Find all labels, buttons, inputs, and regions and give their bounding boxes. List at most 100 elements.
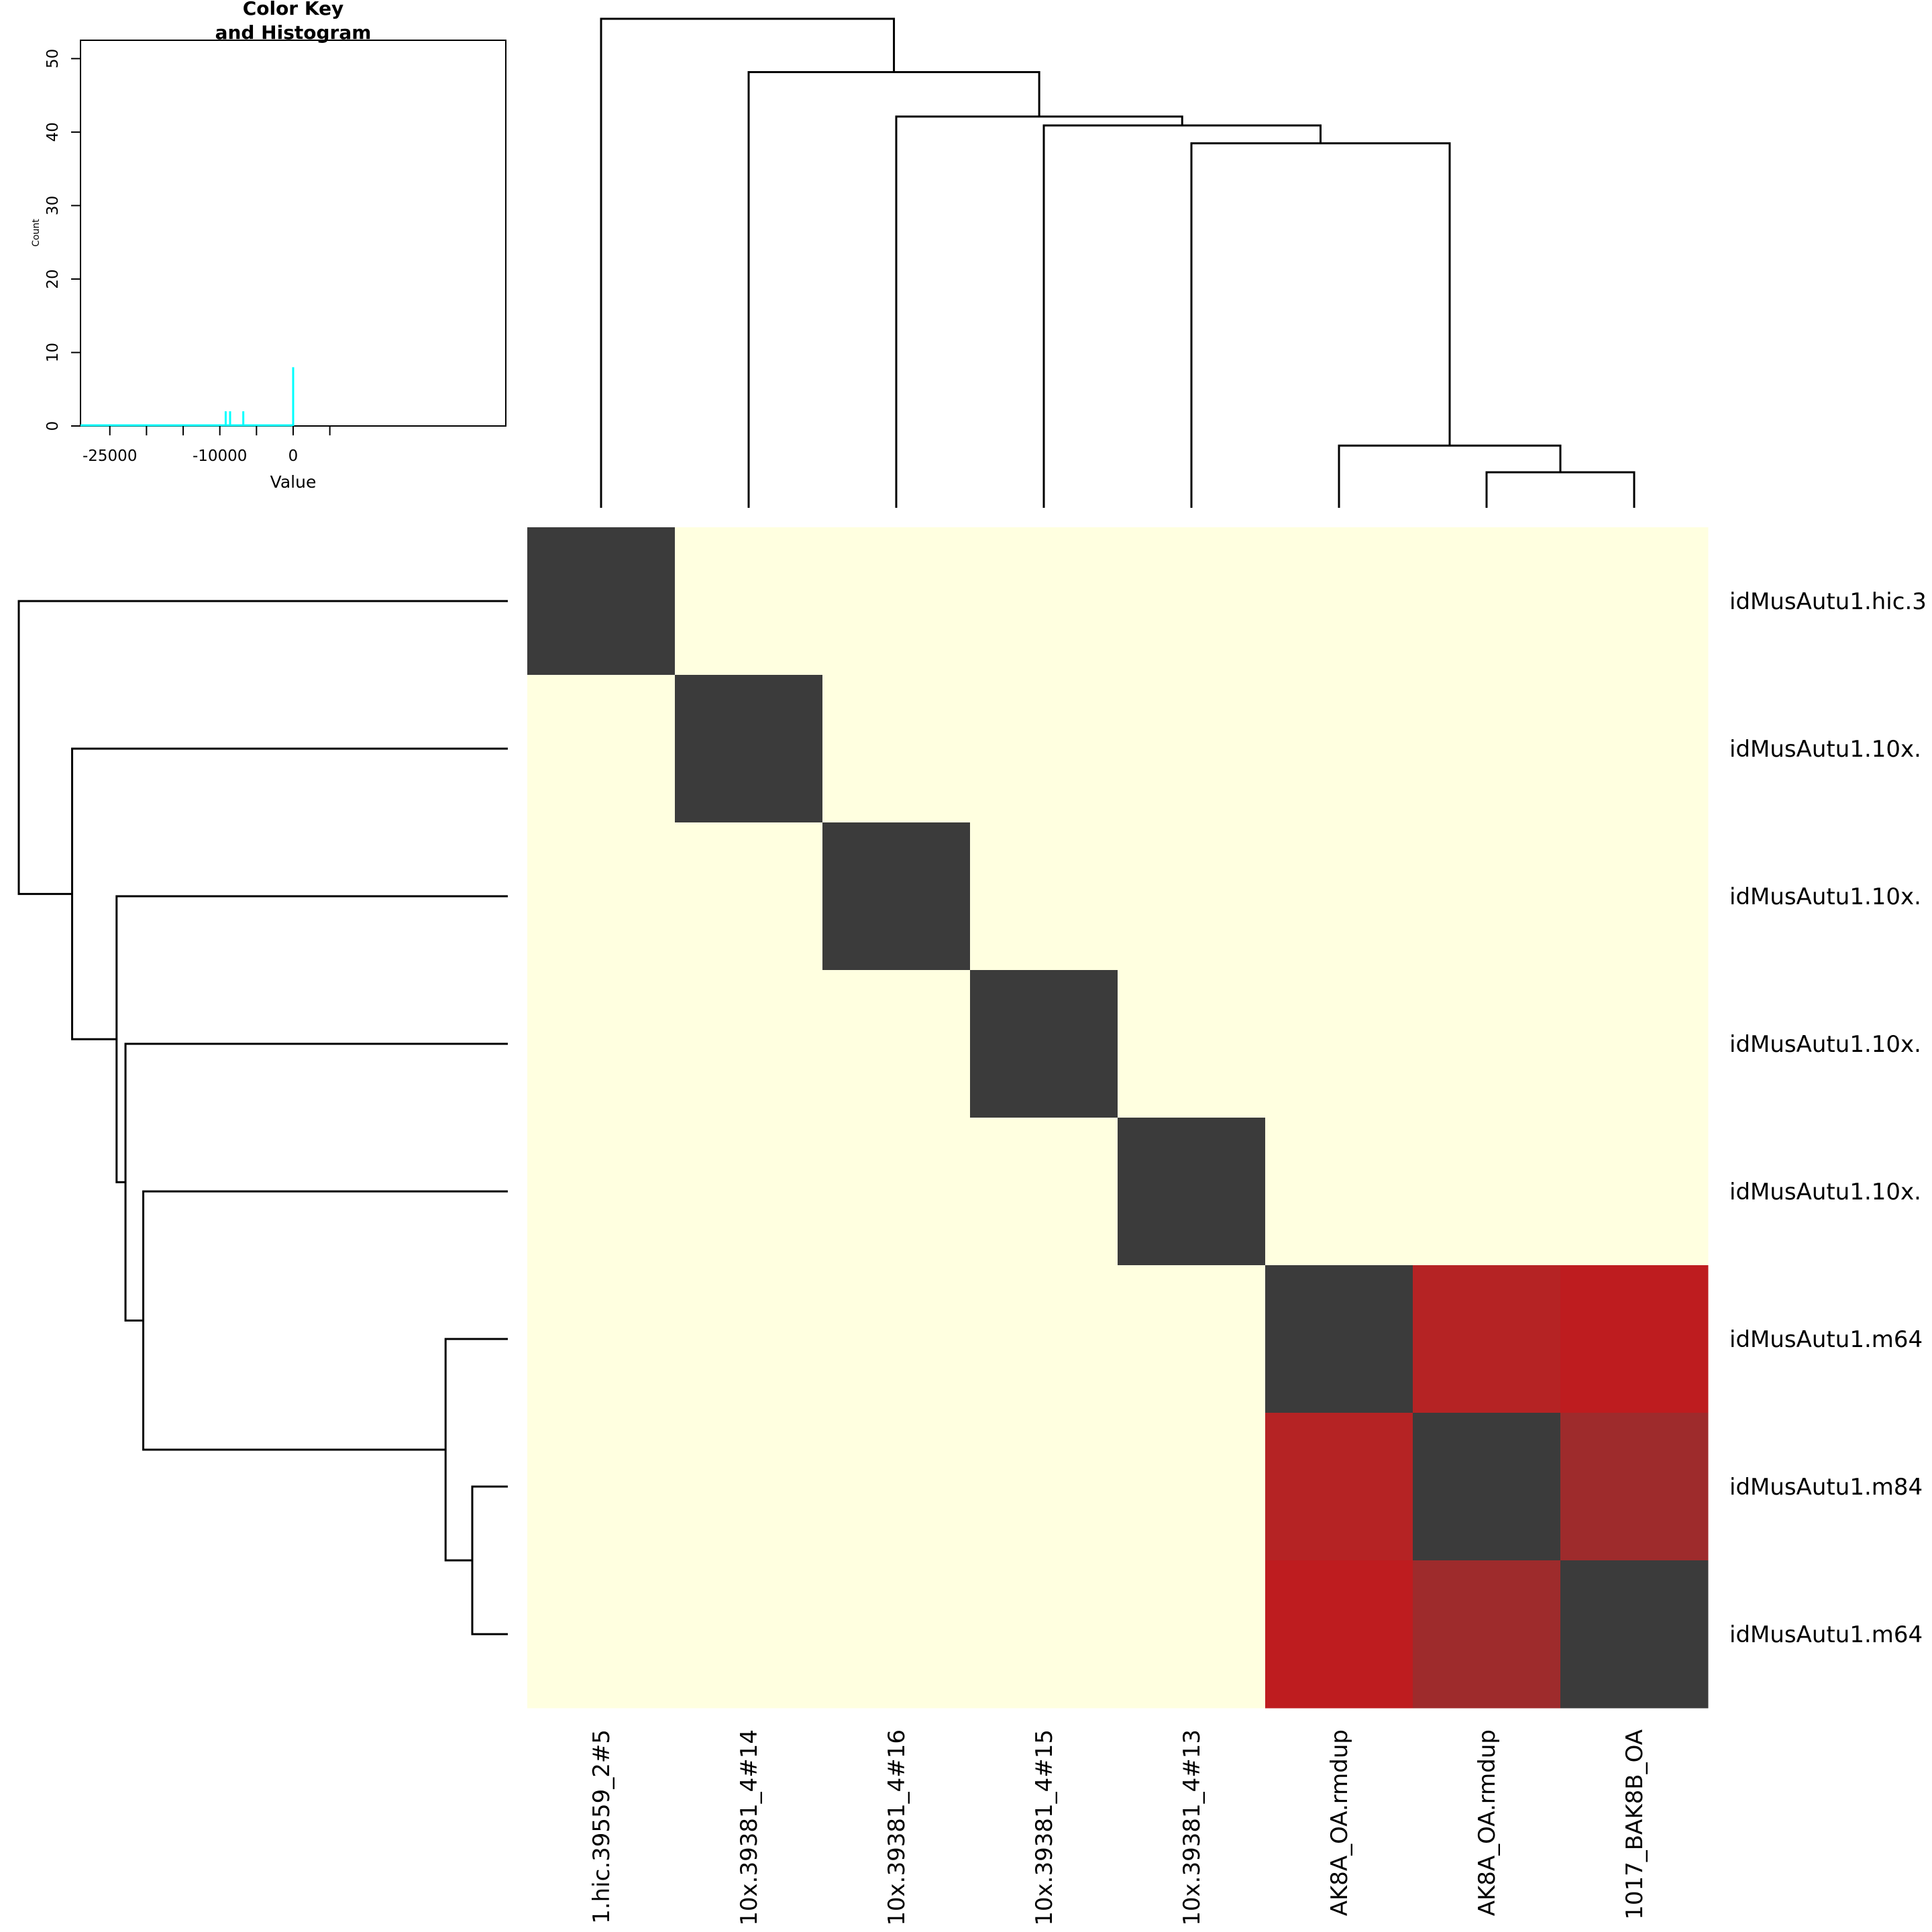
heatmap-cells — [527, 527, 1709, 1709]
row-label: idMusAutu1.m64 — [1729, 1326, 1923, 1353]
row-label: idMusAutu1.m64 — [1729, 1621, 1923, 1648]
heatmap-cell — [527, 527, 676, 676]
heatmap-cell — [1118, 1118, 1266, 1266]
y-tick-label: 40 — [44, 122, 62, 142]
heatmap-cell — [822, 675, 971, 823]
column-label: AK8A_OA.rmdup — [1326, 1729, 1353, 1916]
color-key-xlabel: Value — [270, 472, 317, 492]
dendrogram-branch — [1190, 142, 1451, 508]
heatmap-cell — [675, 527, 823, 676]
heatmap-cell — [527, 1413, 676, 1561]
color-key-x-axis: -25000 -10000 0 — [83, 426, 331, 465]
heatmap-cell — [970, 527, 1118, 676]
heatmap-cell — [1413, 822, 1561, 971]
x-tick-label: 0 — [288, 447, 299, 465]
dendrogram-branch — [124, 1042, 508, 1322]
heatmap-cell — [1413, 675, 1561, 823]
heatmap-cell — [675, 1413, 823, 1561]
heatmap-cell — [1265, 1413, 1413, 1561]
heatmap-cell — [822, 1265, 971, 1413]
heatmap-cell — [1118, 822, 1266, 971]
row-label: idMusAutu1.10x. — [1729, 1179, 1921, 1205]
heatmap-cell — [1118, 675, 1266, 823]
heatmap-cell — [1118, 1560, 1266, 1709]
heatmap-cell — [1560, 1118, 1709, 1266]
heatmap-cell — [1265, 1560, 1413, 1709]
heatmap-cell — [675, 1265, 823, 1413]
heatmap-cell — [1265, 675, 1413, 823]
y-tick-label: 50 — [44, 49, 62, 68]
color-key-histogram — [80, 367, 294, 427]
column-label: 10x.39381_4#14 — [736, 1729, 763, 1926]
heatmap-cell — [527, 1560, 676, 1709]
dendrogram-branch — [1042, 124, 1322, 508]
heatmap-cell — [822, 1413, 971, 1561]
heatmap-cell — [527, 1265, 676, 1413]
row-label: idMusAutu1.hic.3 — [1729, 588, 1927, 615]
y-tick-label: 20 — [44, 269, 62, 288]
column-dendrogram — [600, 17, 1635, 508]
dendrogram-branch — [444, 1338, 508, 1562]
heatmap-cell — [527, 1118, 676, 1266]
heatmap-cell — [1560, 1413, 1709, 1561]
dendrogram-branch — [17, 600, 508, 896]
dendrogram-branch — [747, 71, 1040, 508]
heatmap-cell — [970, 1413, 1118, 1561]
heatmap-cell — [1560, 527, 1709, 676]
heatmap-cell — [675, 970, 823, 1118]
heatmap-cell — [1118, 527, 1266, 676]
heatmap-cell — [527, 970, 676, 1118]
dendrogram-branch — [142, 1190, 508, 1451]
heatmap-cell — [970, 822, 1118, 971]
dendrogram-branch — [895, 115, 1183, 508]
dendrogram-branch — [471, 1485, 508, 1635]
heatmap-cell — [1265, 1118, 1413, 1266]
heatmap-cell — [822, 822, 971, 971]
heatmap-cell — [1413, 1413, 1561, 1561]
row-label: idMusAutu1.10x. — [1729, 883, 1921, 910]
row-labels: idMusAutu1.hic.3 idMusAutu1.10x. idMusAutu… — [1729, 588, 1927, 1648]
y-tick-label: 10 — [44, 343, 62, 362]
y-tick-label: 30 — [44, 196, 62, 215]
heatmap-cell — [1560, 675, 1709, 823]
x-tick-label: -10000 — [193, 447, 247, 465]
y-tick-label: 0 — [44, 421, 62, 431]
color-key-ylabel: Count — [31, 219, 42, 247]
heatmap-cell — [1118, 970, 1266, 1118]
heatmap-cell — [1560, 970, 1709, 1118]
color-key-panel: Color Key and Histogram -25000 -10000 0 01… — [31, 0, 506, 492]
heatmap-cell — [675, 822, 823, 971]
heatmap-cell — [970, 1560, 1118, 1709]
heatmap-cell — [970, 675, 1118, 823]
column-label: 1017_BAK8B_OA — [1621, 1729, 1648, 1920]
heatmap-cell — [822, 970, 971, 1118]
heatmap-cell — [822, 527, 971, 676]
column-label: 10x.39381_4#15 — [1031, 1729, 1058, 1926]
row-label: idMusAutu1.10x. — [1729, 736, 1921, 763]
color-key-y-axis: 0 10 20 30 40 50 — [44, 49, 80, 431]
column-labels: 1.hic.39559_2#5 10x.39381_4#14 10x.39381_4… — [588, 1729, 1648, 1926]
row-dendrogram — [17, 600, 508, 1635]
dendrogram-branch — [600, 17, 896, 508]
heatmap-cell — [970, 970, 1118, 1118]
heatmap-cell — [822, 1118, 971, 1266]
heatmap-cell — [527, 822, 676, 971]
column-label: 1.hic.39559_2#5 — [588, 1729, 615, 1924]
heatmap-cell — [1560, 822, 1709, 971]
dendrogram-branch — [1485, 471, 1635, 508]
row-label: idMusAutu1.10x. — [1729, 1031, 1921, 1058]
x-tick-label: -25000 — [83, 447, 137, 465]
heatmap-cell — [1413, 1118, 1561, 1266]
row-label: idMusAutu1.m84 — [1729, 1474, 1923, 1501]
heatmap-cell — [675, 1560, 823, 1709]
heatmap-cell — [675, 675, 823, 823]
column-label: 10x.39381_4#13 — [1179, 1729, 1205, 1926]
heatmap-cell — [1265, 1265, 1413, 1413]
column-label: 10x.39381_4#16 — [883, 1729, 910, 1926]
color-key-title: Color Key — [243, 0, 344, 19]
heatmap-cell — [1413, 1265, 1561, 1413]
heatmap-cell — [1265, 970, 1413, 1118]
column-label: AK8A_OA.rmdup — [1474, 1729, 1501, 1916]
heatmap-cell — [1265, 822, 1413, 971]
